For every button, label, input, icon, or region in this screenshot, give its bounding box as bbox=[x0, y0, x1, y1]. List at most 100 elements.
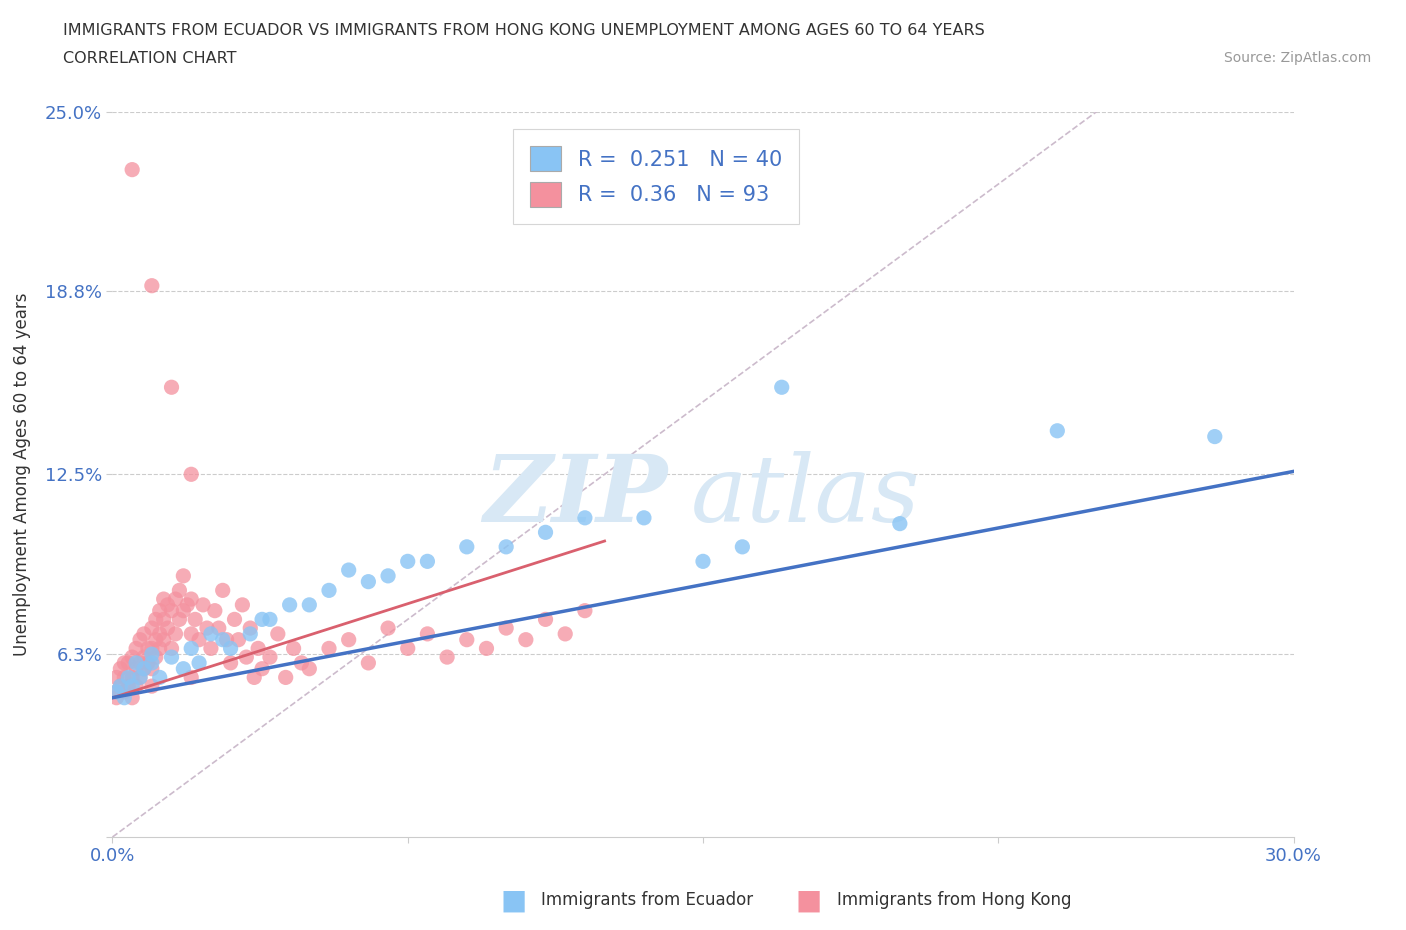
Point bbox=[156, 620, 179, 635]
Point bbox=[318, 641, 340, 656]
Text: IMMIGRANTS FROM ECUADOR VS IMMIGRANTS FROM HONG KONG UNEMPLOYMENT AMONG AGES 60 : IMMIGRANTS FROM ECUADOR VS IMMIGRANTS FR… bbox=[63, 23, 986, 38]
Legend: R =  0.251   N = 40, R =  0.36   N = 93: R = 0.251 N = 40, R = 0.36 N = 93 bbox=[513, 129, 799, 224]
Point bbox=[136, 656, 159, 671]
Text: ■: ■ bbox=[501, 886, 526, 914]
Point bbox=[125, 641, 148, 656]
Point bbox=[554, 627, 576, 642]
Point bbox=[231, 597, 253, 612]
Point bbox=[184, 612, 207, 627]
Point bbox=[112, 684, 135, 699]
Point bbox=[337, 632, 360, 647]
Point bbox=[117, 670, 139, 684]
Point bbox=[125, 661, 148, 676]
Point bbox=[274, 670, 297, 684]
Point bbox=[574, 511, 596, 525]
Point bbox=[169, 583, 191, 598]
Point bbox=[141, 661, 163, 676]
Point bbox=[132, 650, 155, 665]
Point bbox=[117, 656, 139, 671]
Text: Immigrants from Hong Kong: Immigrants from Hong Kong bbox=[837, 891, 1071, 910]
Point bbox=[141, 278, 163, 293]
Point bbox=[121, 670, 143, 684]
Point bbox=[180, 670, 202, 684]
Point bbox=[357, 574, 380, 589]
Y-axis label: Unemployment Among Ages 60 to 64 years: Unemployment Among Ages 60 to 64 years bbox=[13, 293, 31, 656]
Point bbox=[259, 650, 281, 665]
Point bbox=[121, 679, 143, 694]
Point bbox=[298, 597, 321, 612]
Point bbox=[160, 641, 183, 656]
Point bbox=[129, 670, 152, 684]
Point bbox=[396, 554, 419, 569]
Point bbox=[239, 620, 262, 635]
Point bbox=[121, 650, 143, 665]
Point bbox=[204, 604, 226, 618]
Point bbox=[152, 612, 174, 627]
Text: Immigrants from Ecuador: Immigrants from Ecuador bbox=[541, 891, 754, 910]
Point bbox=[243, 670, 266, 684]
Point bbox=[298, 661, 321, 676]
Point bbox=[132, 661, 155, 676]
Point bbox=[180, 627, 202, 642]
Point bbox=[141, 620, 163, 635]
Point bbox=[125, 679, 148, 694]
Point bbox=[731, 539, 754, 554]
Point bbox=[250, 612, 273, 627]
Point bbox=[456, 632, 478, 647]
Point bbox=[191, 597, 214, 612]
Point bbox=[534, 525, 557, 539]
Point bbox=[416, 554, 439, 569]
Point bbox=[1046, 423, 1069, 438]
Point bbox=[165, 627, 187, 642]
Point bbox=[211, 632, 233, 647]
Point bbox=[278, 597, 301, 612]
Point bbox=[145, 612, 167, 627]
Point bbox=[290, 656, 312, 671]
Point bbox=[188, 656, 211, 671]
Point bbox=[318, 583, 340, 598]
Point bbox=[283, 641, 305, 656]
Point bbox=[129, 656, 152, 671]
Point bbox=[110, 661, 132, 676]
Point bbox=[152, 591, 174, 606]
Point bbox=[169, 612, 191, 627]
Point bbox=[416, 627, 439, 642]
Point bbox=[770, 379, 793, 394]
Point bbox=[117, 679, 139, 694]
Point bbox=[132, 661, 155, 676]
Point bbox=[515, 632, 537, 647]
Point bbox=[211, 583, 233, 598]
Point bbox=[112, 690, 135, 705]
Point bbox=[149, 670, 172, 684]
Point bbox=[160, 650, 183, 665]
Point bbox=[239, 627, 262, 642]
Point bbox=[188, 632, 211, 647]
Text: CORRELATION CHART: CORRELATION CHART bbox=[63, 51, 236, 66]
Point bbox=[228, 632, 250, 647]
Point bbox=[475, 641, 498, 656]
Text: ■: ■ bbox=[796, 886, 821, 914]
Point bbox=[495, 620, 517, 635]
Point bbox=[172, 661, 194, 676]
Point bbox=[574, 604, 596, 618]
Point bbox=[160, 604, 183, 618]
Point bbox=[141, 646, 163, 661]
Text: ZIP: ZIP bbox=[484, 451, 668, 541]
Point bbox=[1204, 429, 1226, 444]
Point bbox=[105, 684, 128, 699]
Point bbox=[176, 597, 198, 612]
Point bbox=[337, 563, 360, 578]
Point bbox=[156, 597, 179, 612]
Point bbox=[152, 632, 174, 647]
Point bbox=[534, 612, 557, 627]
Point bbox=[141, 679, 163, 694]
Point bbox=[132, 627, 155, 642]
Point bbox=[149, 641, 172, 656]
Point bbox=[377, 620, 399, 635]
Point bbox=[165, 591, 187, 606]
Point bbox=[129, 632, 152, 647]
Point bbox=[105, 670, 128, 684]
Point bbox=[149, 627, 172, 642]
Point bbox=[224, 612, 246, 627]
Point bbox=[633, 511, 655, 525]
